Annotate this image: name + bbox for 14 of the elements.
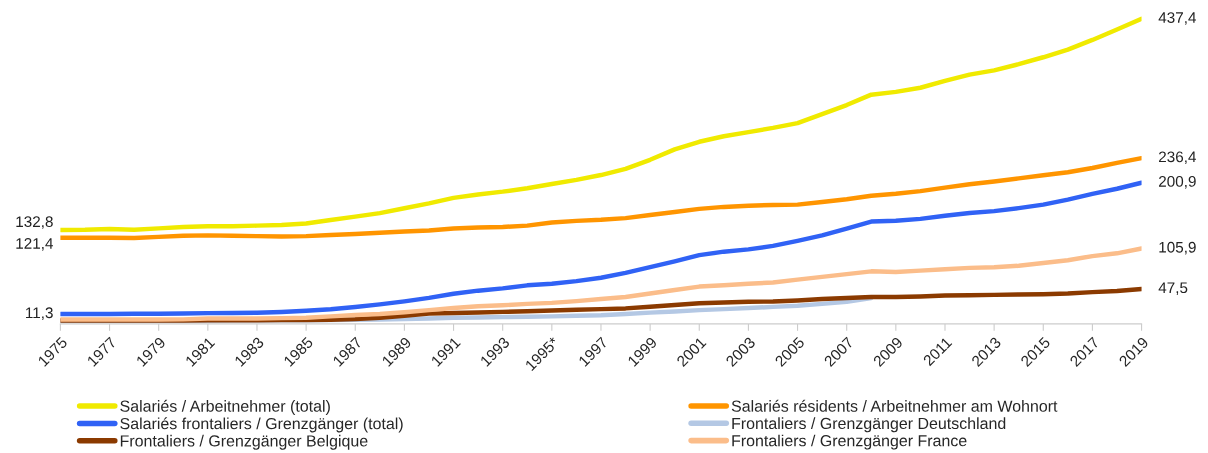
data-label: 236,4 — [1159, 151, 1197, 165]
legend-label: Salariés / Arbeitnehmer (total) — [120, 399, 330, 415]
legend-label: Frontaliers / Grenzgänger Deutschland — [732, 417, 1006, 433]
data-label: 105,9 — [1159, 241, 1196, 255]
legend-label: Salariés frontaliers / Grenzgänger (total) — [120, 417, 403, 433]
data-label: 200,9 — [1159, 176, 1196, 189]
legend-label: Salariés résidents / Arbeitnehmer am Wohnort — [731, 399, 1058, 412]
data-label: 132,8 — [16, 216, 53, 229]
legend-label: Frontaliers / Grenzgänger France — [732, 434, 967, 450]
data-label: 47,5 — [1158, 282, 1188, 295]
data-label: 121,4 — [16, 238, 54, 251]
data-label: 11,3 — [26, 307, 53, 320]
data-label: 437,4 — [1158, 12, 1197, 25]
legend-label: Frontaliers / Grenzgänger Belgique — [120, 434, 368, 450]
